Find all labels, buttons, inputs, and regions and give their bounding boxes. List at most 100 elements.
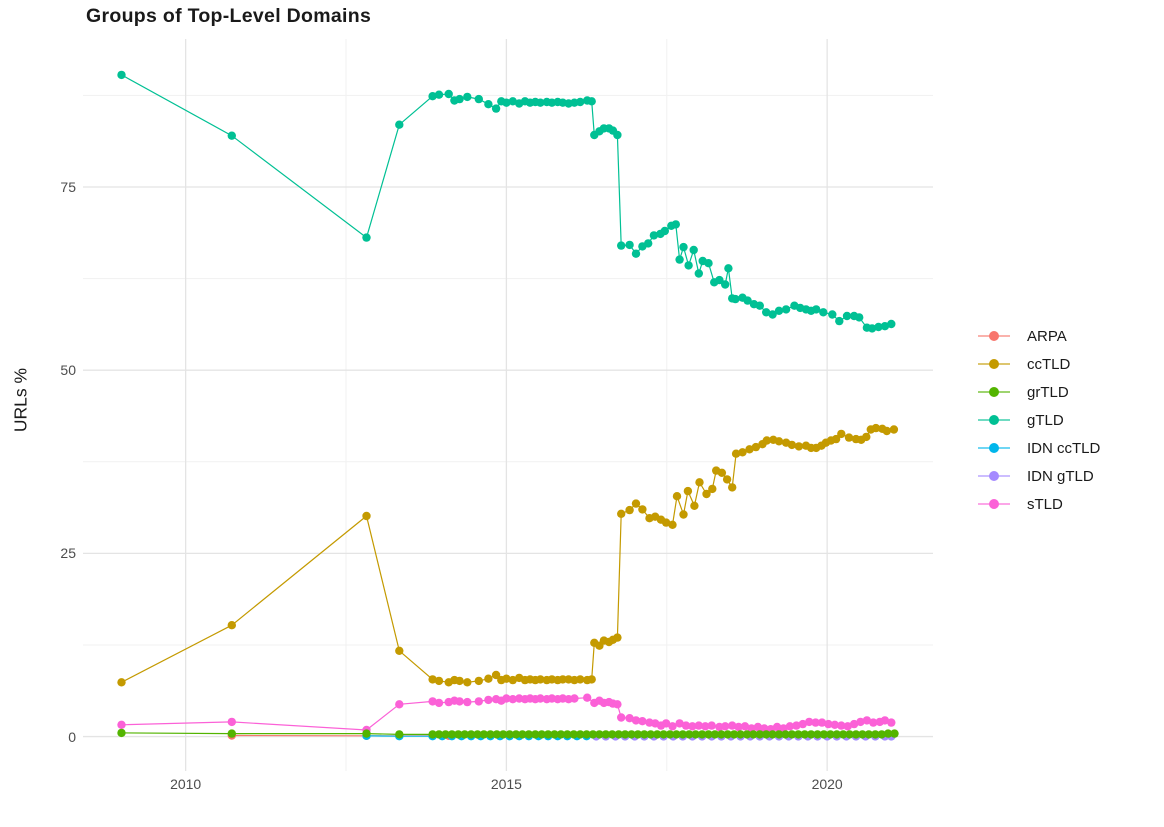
data-point-cctld [502,674,511,683]
data-point-grtld [800,730,809,739]
data-point-cctld [117,678,126,687]
data-point-gtld [842,311,852,321]
data-point-stld [843,722,852,731]
data-point-grtld [117,728,126,738]
data-point-gtld [675,255,684,264]
data-point-grtld [499,730,508,739]
data-point-stld [721,722,730,731]
data-point-grtld [729,730,739,739]
legend-key-dot-icon [989,499,999,509]
data-point-gtld [395,120,404,129]
data-point-stld [862,716,872,725]
data-point-grtld [890,729,899,738]
series-gtld [117,70,896,333]
data-point-cctld [751,442,761,452]
data-point-stld [434,698,444,708]
data-point-grtld [871,730,880,739]
x-tick-label-2015: 2015 [490,776,522,792]
data-point-gtld [762,308,771,317]
data-point-grtld [582,730,591,739]
legend-label-gtld: gTLD [1027,411,1064,429]
data-point-gtld [644,239,653,248]
legend-item-gtld: gTLD [977,406,1100,434]
data-point-stld [805,717,814,727]
data-point-grtld [576,730,585,739]
data-point-gtld [484,100,493,109]
data-point-gtld [428,92,437,101]
data-point-stld [463,697,472,707]
data-point-grtld [742,730,752,739]
data-point-stld [675,719,684,728]
data-point-grtld [685,730,694,739]
data-point-stld [502,694,511,703]
data-point-gtld [774,306,784,315]
data-point-gtld [455,94,464,104]
x-tick-label-2020: 2020 [811,776,843,792]
data-point-cctld [844,433,854,442]
data-point-stld [428,697,437,706]
legend-item-arpa: ARPA [977,322,1100,350]
data-point-cctld [762,436,771,445]
legend-label-grtld: grTLD [1027,383,1069,401]
data-point-grtld [832,730,841,739]
data-point-gtld [755,301,764,310]
data-point-gtld [887,319,896,329]
legend-key-dot-icon [989,443,999,453]
data-point-gtld [617,241,626,250]
data-point-grtld [858,730,867,739]
data-point-cctld [617,509,626,518]
gridlines-major [83,39,933,771]
data-point-grtld [614,730,623,739]
data-point-grtld [441,730,450,739]
data-point-gtld [781,305,791,314]
data-point-grtld [505,730,514,739]
data-point-cctld [625,505,634,515]
data-point-cctld [668,520,677,529]
data-point-stld [638,717,647,726]
data-point-gtld [768,310,777,319]
data-point-grtld [736,730,745,739]
data-point-stld [227,717,236,727]
data-point-stld [785,722,795,731]
data-point-cctld [613,633,622,642]
data-point-cctld [871,423,881,433]
data-point-gtld [855,313,864,322]
data-point-stld [887,718,896,727]
data-point-gtld [536,98,545,107]
data-point-grtld [227,729,236,738]
data-point-grtld [762,730,771,739]
data-point-grtld [479,730,489,739]
data-point-cctld [787,440,797,450]
data-point-grtld [839,730,848,739]
data-point-stld [484,695,493,705]
data-series [117,70,899,741]
data-point-grtld [697,730,707,739]
data-point-grtld [563,730,572,739]
data-point-gtld [694,269,703,278]
data-point-cctld [794,442,804,451]
legend-key-dot-icon [989,387,999,397]
data-point-stld [880,716,890,725]
chart-title: Groups of Top-Level Domains [86,5,372,27]
legend-key-dot-icon [989,471,999,481]
data-point-grtld [511,730,521,739]
legend-item-stld: sTLD [977,490,1100,518]
data-point-grtld [883,729,893,738]
data-point-cctld [683,486,693,496]
data-point-grtld [395,730,404,739]
data-point-cctld [708,484,717,494]
y-tick-label-0: 0 [68,728,76,745]
y-tick-label-75: 75 [60,179,76,195]
data-point-grtld [877,730,886,739]
data-point-stld [694,721,703,730]
data-point-stld [688,722,697,731]
data-point-grtld [486,730,495,739]
data-point-grtld [806,730,816,739]
data-point-cctld [731,449,741,458]
legend-item-idn-gtld: IDN gTLD [977,462,1100,490]
data-point-grtld [768,730,777,739]
data-point-grtld [845,730,854,739]
data-point-stld [849,719,859,729]
data-point-gtld [625,240,634,250]
